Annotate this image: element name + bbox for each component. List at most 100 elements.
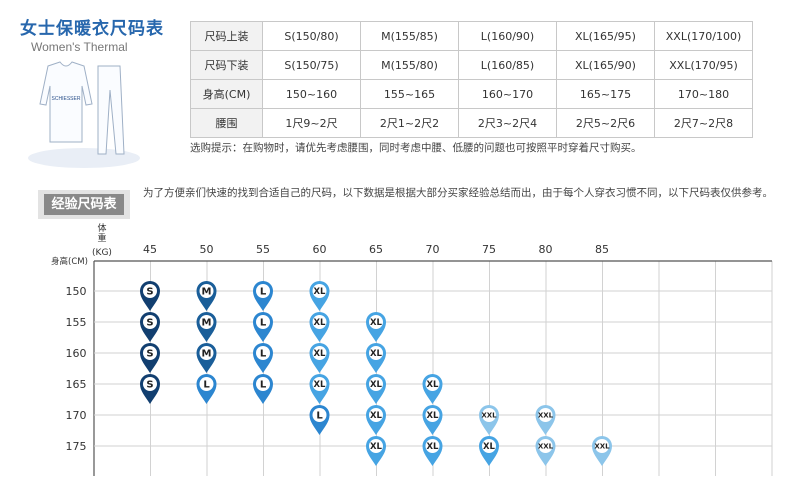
size-marker: XL: [309, 281, 330, 311]
pin-center: [312, 377, 327, 391]
weight-tick-label: 85: [595, 243, 609, 256]
pin-size-label: XL: [370, 411, 383, 421]
weight-tick-label: 75: [482, 243, 496, 256]
pin-center: [369, 346, 383, 360]
pin-center: [312, 346, 327, 360]
size-table-row-label: 身高(CM): [190, 79, 263, 109]
pin-center: [143, 377, 157, 391]
size-table-cell: 165~175: [556, 79, 655, 109]
pin-size-label: S: [146, 380, 153, 391]
pin-center: [482, 408, 496, 422]
pin-center: [312, 315, 327, 329]
size-table-cell: 2尺1~2尺2: [360, 108, 459, 138]
pin-size-label: L: [316, 411, 323, 422]
weight-axis-unit: (KG): [92, 248, 112, 258]
size-marker: S: [140, 343, 160, 373]
pin-size-label: XXL: [481, 412, 497, 420]
pin-center: [199, 377, 214, 391]
weight-tick-label: 70: [426, 243, 440, 256]
size-marker: XL: [366, 312, 386, 342]
size-marker: XL: [422, 436, 443, 466]
size-marker: S: [140, 374, 160, 404]
size-table-row: 身高(CM) 150~160 155~165 160~170 165~175 170~18…: [190, 79, 753, 109]
pin-size-label: XL: [370, 349, 383, 359]
weight-axis-title: 重: [97, 232, 106, 244]
pin-center: [369, 408, 383, 422]
size-marker: XXL: [535, 405, 556, 435]
pin-size-label: S: [146, 318, 153, 329]
pin-size-label: XL: [427, 442, 440, 452]
height-tick-label: 150: [66, 285, 87, 298]
pin-center: [143, 284, 157, 298]
pin-size-label: XL: [314, 380, 327, 390]
size-marker: XL: [366, 405, 386, 435]
section-badge: 经验尺码表: [44, 194, 124, 215]
size-marker: M: [196, 343, 217, 373]
size-table-cell: 170~180: [654, 79, 753, 109]
height-tick-label: 175: [66, 440, 87, 453]
size-marker: XL: [366, 436, 386, 466]
pin-center: [143, 346, 157, 360]
size-table-cell: 2尺3~2尺4: [458, 108, 557, 138]
height-tick-label: 160: [66, 347, 87, 360]
pin-size-label: L: [260, 318, 267, 329]
pin-center: [538, 439, 553, 453]
size-table-row: 尺码上装 S(150/80) M(155/85) L(160/90) XL(165/95…: [190, 21, 753, 51]
pin-size-label: XL: [427, 380, 440, 390]
pin-center: [425, 377, 440, 391]
pin-size-label: XXL: [538, 412, 554, 420]
weight-tick-label: 50: [200, 243, 214, 256]
size-marker: XL: [422, 405, 443, 435]
weight-axis-title: 体: [97, 222, 106, 234]
size-marker: XL: [366, 343, 386, 373]
pin-center: [312, 408, 327, 422]
pin-size-label: L: [260, 349, 267, 360]
pin-size-label: M: [202, 318, 212, 329]
pin-center: [256, 377, 270, 391]
pin-center: [143, 315, 157, 329]
size-marker: XL: [309, 343, 330, 373]
size-marker: L: [253, 281, 273, 311]
size-marker: XL: [366, 374, 386, 404]
height-tick-label: 155: [66, 316, 87, 329]
size-table-cell: 1尺9~2尺: [262, 108, 361, 138]
pin-size-label: XL: [370, 318, 383, 328]
size-table: 尺码上装 S(150/80) M(155/85) L(160/90) XL(165/95…: [190, 21, 753, 138]
thermal-set-illustration: SCHIESSER: [28, 61, 140, 168]
size-marker: L: [253, 374, 273, 404]
size-table-cell: S(150/75): [262, 50, 361, 80]
size-marker: M: [196, 312, 217, 342]
pin-center: [199, 315, 214, 329]
pin-center: [369, 377, 383, 391]
size-table-cell: 2尺7~2尺8: [654, 108, 753, 138]
weight-tick-label: 80: [539, 243, 553, 256]
pin-size-label: S: [146, 349, 153, 360]
size-marker: L: [196, 374, 217, 404]
size-marker: M: [196, 281, 217, 311]
pin-center: [312, 284, 327, 298]
pin-center: [256, 346, 270, 360]
pin-center: [425, 439, 440, 453]
pin-size-label: XXL: [594, 443, 610, 451]
pin-size-label: XL: [314, 349, 327, 359]
height-tick-label: 165: [66, 378, 87, 391]
size-marker: S: [140, 281, 160, 311]
pin-size-label: XL: [370, 380, 383, 390]
pin-center: [256, 284, 270, 298]
pin-center: [538, 408, 553, 422]
weight-tick-label: 55: [256, 243, 270, 256]
size-table-cell: L(160/90): [458, 21, 557, 51]
size-marker: L: [253, 312, 273, 342]
size-marker: XXL: [592, 436, 612, 466]
size-marker: XL: [479, 436, 499, 466]
weight-tick-label: 60: [313, 243, 327, 256]
pin-size-label: XXL: [538, 443, 554, 451]
pin-size-label: L: [260, 380, 267, 391]
experience-note: 为了方便亲们快速的找到合适自己的尺码，以下数据是根据大部分买家经验总结而出，由于…: [143, 187, 773, 199]
size-table-row: 尺码下装 S(150/75) M(155/80) L(160/85) XL(165/90…: [190, 50, 753, 80]
size-table-row-label: 腰围: [190, 108, 263, 138]
pin-size-label: L: [260, 287, 267, 298]
pin-center: [199, 346, 214, 360]
shirt-brand-text: SCHIESSER: [52, 96, 81, 102]
